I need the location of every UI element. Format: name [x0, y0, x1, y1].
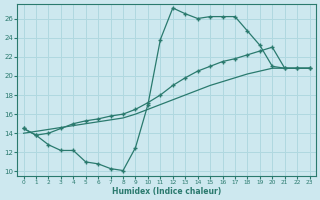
X-axis label: Humidex (Indice chaleur): Humidex (Indice chaleur) — [112, 187, 221, 196]
